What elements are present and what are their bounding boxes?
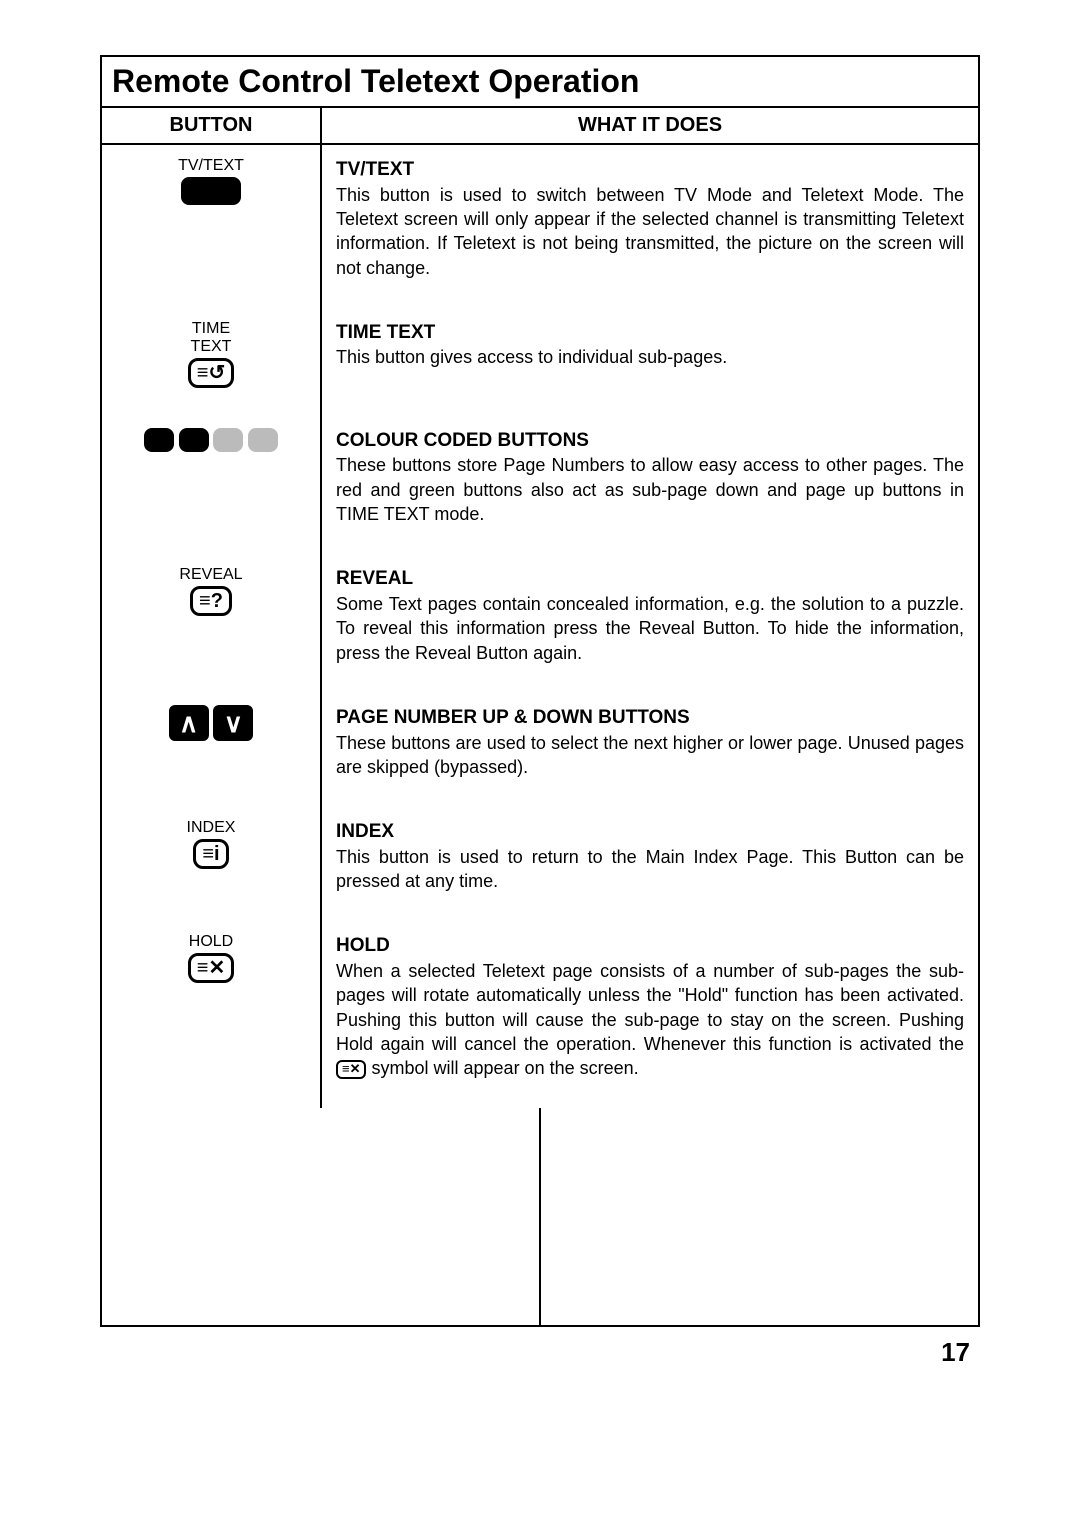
- desc-cell: INDEX This button is used to return to t…: [322, 807, 978, 921]
- table-row: HOLD ≡✕ HOLD When a selected Teletext pa…: [102, 921, 978, 1108]
- button-cell: TV/TEXT: [102, 145, 322, 308]
- desc-body-post: symbol will appear on the screen.: [372, 1058, 639, 1078]
- hold-button-icon: ≡✕: [188, 953, 234, 983]
- operation-table: BUTTON WHAT IT DOES TV/TEXT TV/TEXT This…: [100, 108, 980, 1327]
- colour-button-icon: [213, 428, 243, 452]
- page-title: Remote Control Teletext Operation: [100, 55, 980, 108]
- colour-button-icon: [144, 428, 174, 452]
- table-row: TIME TEXT ≡↺ TIME TEXT This button gives…: [102, 308, 978, 416]
- page-down-icon: ∨: [213, 705, 253, 741]
- desc-title: COLOUR CODED BUTTONS: [336, 430, 589, 451]
- colour-button-icon: [248, 428, 278, 452]
- table-row: REVEAL ≡? REVEAL Some Text pages contain…: [102, 554, 978, 693]
- desc-cell: TIME TEXT This button gives access to in…: [322, 308, 978, 416]
- desc-cell: REVEAL Some Text pages contain concealed…: [322, 554, 978, 693]
- page-up-icon: ∧: [169, 705, 209, 741]
- table-row: COLOUR CODED BUTTONS These buttons store…: [102, 416, 978, 555]
- button-label: TV/TEXT: [110, 157, 312, 175]
- desc-title: REVEAL: [336, 568, 413, 589]
- button-label: HOLD: [110, 933, 312, 951]
- desc-body: These buttons are used to select the nex…: [336, 733, 964, 777]
- tvtext-button-icon: [181, 177, 241, 205]
- desc-cell: TV/TEXT This button is used to switch be…: [322, 145, 978, 308]
- colour-button-icon: [179, 428, 209, 452]
- page-number: 17: [100, 1337, 980, 1368]
- desc-body: This button is used to switch between TV…: [336, 185, 964, 278]
- desc-body: These buttons store Page Numbers to allo…: [336, 455, 964, 524]
- button-cell: [102, 416, 322, 555]
- desc-body: This button gives access to individual s…: [336, 347, 727, 367]
- desc-cell: PAGE NUMBER UP & DOWN BUTTONS These butt…: [322, 693, 978, 807]
- button-cell: TIME TEXT ≡↺: [102, 308, 322, 416]
- hold-inline-icon: ≡✕: [336, 1060, 366, 1078]
- button-cell: ∧ ∨: [102, 693, 322, 807]
- header-button: BUTTON: [102, 108, 322, 143]
- desc-body: This button is used to return to the Mai…: [336, 847, 964, 891]
- desc-body-pre: When a selected Teletext page consists o…: [336, 961, 964, 1054]
- desc-title: PAGE NUMBER UP & DOWN BUTTONS: [336, 707, 690, 728]
- desc-body: Some Text pages contain concealed inform…: [336, 594, 964, 663]
- button-label: REVEAL: [110, 566, 312, 584]
- desc-cell: COLOUR CODED BUTTONS These buttons store…: [322, 416, 978, 555]
- table-row: TV/TEXT TV/TEXT This button is used to s…: [102, 145, 978, 308]
- desc-title: TIME TEXT: [336, 322, 435, 343]
- reveal-button-icon: ≡?: [190, 586, 232, 616]
- desc-title: HOLD: [336, 935, 390, 956]
- table-header: BUTTON WHAT IT DOES: [102, 108, 978, 145]
- header-what: WHAT IT DOES: [322, 108, 978, 143]
- index-button-icon: ≡i: [193, 839, 228, 869]
- button-cell: INDEX ≡i: [102, 807, 322, 921]
- table-row: INDEX ≡i INDEX This button is used to re…: [102, 807, 978, 921]
- desc-title: TV/TEXT: [336, 159, 414, 180]
- button-cell: HOLD ≡✕: [102, 921, 322, 1108]
- desc-cell: HOLD When a selected Teletext page consi…: [322, 921, 978, 1108]
- table-spacer: [102, 1108, 978, 1325]
- timetext-button-icon: ≡↺: [188, 358, 234, 388]
- button-label: INDEX: [110, 819, 312, 837]
- button-cell: REVEAL ≡?: [102, 554, 322, 693]
- button-label: TIME TEXT: [110, 320, 312, 356]
- table-row: ∧ ∨ PAGE NUMBER UP & DOWN BUTTONS These …: [102, 693, 978, 807]
- desc-title: INDEX: [336, 821, 394, 842]
